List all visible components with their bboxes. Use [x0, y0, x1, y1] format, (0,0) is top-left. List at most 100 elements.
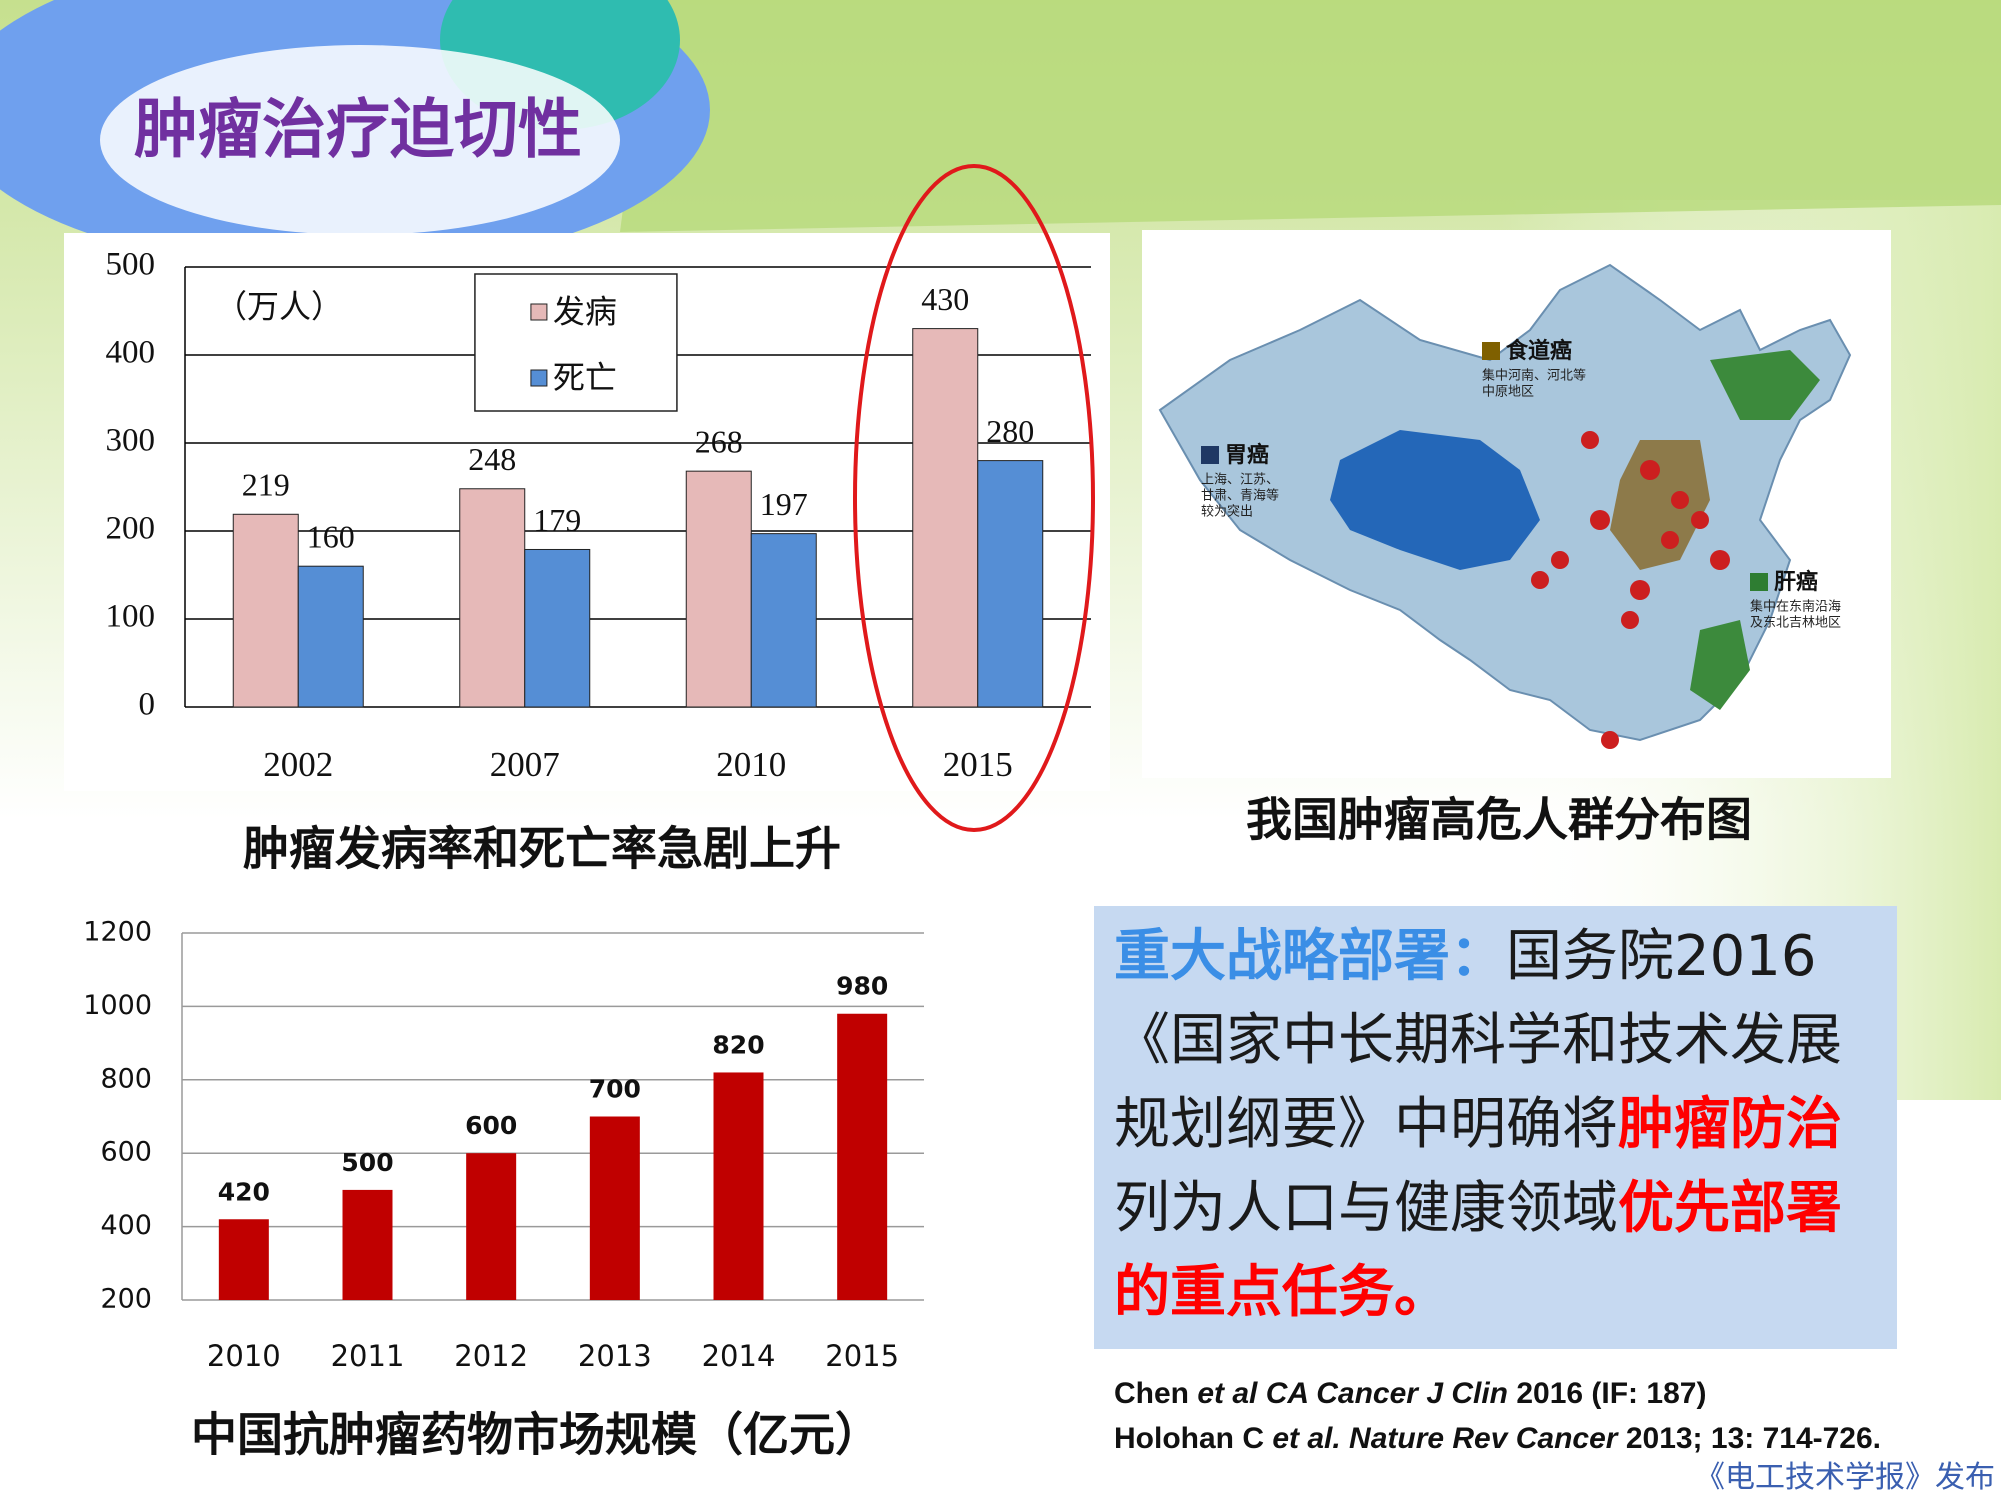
data-label: 248 [468, 441, 516, 477]
y-tick-label: 0 [139, 687, 156, 723]
data-label: 500 [341, 1148, 393, 1177]
x-tick-label: 2002 [263, 745, 333, 784]
map: 食道癌集中河南、河北等中原地区胃癌上海、江苏、甘肃、青海等较为突出肝癌集中在东南… [1158, 263, 1852, 749]
data-label: 219 [242, 467, 290, 503]
map-legend-swatch [1750, 573, 1768, 591]
map-legend-swatch [1482, 342, 1500, 360]
y-tick-label: 200 [100, 1284, 152, 1315]
y-tick-label: 200 [106, 511, 156, 547]
bar [466, 1153, 517, 1300]
bar [589, 1116, 640, 1300]
reference-segment: et al CA Cancer J Clin [1197, 1377, 1508, 1410]
reference: Holohan C et al. Nature Rev Cancer 2013;… [1114, 1422, 1881, 1455]
map-legend-note: 较为突出 [1201, 504, 1253, 520]
bar [750, 533, 817, 708]
reference: Chen et al CA Cancer J Clin 2016 (IF: 18… [1114, 1377, 1706, 1410]
unit-label: （万人） [215, 288, 343, 324]
y-tick-label: 1200 [83, 917, 152, 948]
reference-segment: 2013; 13: 714-726. [1617, 1422, 1881, 1455]
data-label: 179 [533, 502, 581, 538]
highlight-ellipse [853, 164, 1095, 832]
data-label: 980 [836, 972, 888, 1001]
y-tick-label: 400 [106, 335, 156, 371]
map-legend-swatch [1201, 446, 1219, 464]
map-legend-note: 中原地区 [1482, 385, 1534, 400]
slide-title: 肿瘤治疗迫切性 [134, 94, 582, 168]
callout-line: 《国家中长期科学和技术发展 [1114, 1008, 1842, 1073]
chart-caption: 中国抗肿瘤药物市场规模（亿元） [191, 1408, 881, 1462]
y-tick-label: 1000 [83, 990, 152, 1021]
callout-segment: 规划纲要》中明确将 [1114, 1092, 1618, 1157]
callout-segment: 的重点任务。 [1114, 1260, 1450, 1325]
x-tick-label: 2014 [702, 1339, 776, 1373]
bar [713, 1072, 764, 1300]
x-tick-label: 2015 [943, 745, 1013, 784]
region-stomach [1330, 430, 1540, 570]
y-tick-label: 400 [100, 1210, 152, 1241]
legend-label: 死亡 [553, 359, 617, 395]
callout-segment: 国务院2016 [1506, 924, 1817, 989]
data-label: 820 [712, 1030, 764, 1059]
bar [218, 1219, 269, 1300]
callout-segment: 《国家中长期科学和技术发展 [1114, 1008, 1842, 1073]
x-tick-label: 2007 [490, 745, 560, 784]
bar [232, 513, 299, 708]
y-tick-label: 100 [106, 599, 156, 635]
y-tick-label: 300 [106, 423, 156, 459]
map-legend-note: 甘肃、青海等 [1201, 488, 1279, 504]
header-band [620, 0, 2001, 232]
legend-swatch [530, 369, 548, 387]
y-tick-label: 600 [100, 1137, 152, 1168]
reference-segment: 2016 (IF: 187) [1508, 1377, 1706, 1410]
pins [1531, 431, 1730, 749]
x-tick-label: 2013 [578, 1339, 652, 1373]
map-legend-label: 胃癌 [1225, 442, 1269, 468]
region-liver-ne [1710, 350, 1820, 420]
chart-caption: 肿瘤发病率和死亡率急剧上升 [243, 822, 841, 876]
reference-segment: et al. Nature Rev Cancer [1272, 1422, 1619, 1455]
callout-box [1094, 906, 1897, 1349]
x-tick-label: 2011 [331, 1339, 405, 1373]
legend-label: 发病 [553, 293, 617, 329]
callout-segment: 肿瘤防治 [1618, 1092, 1842, 1157]
bar [342, 1189, 393, 1300]
x-tick-label: 2012 [454, 1339, 528, 1373]
deco-white [100, 45, 620, 235]
region-liver-se [1690, 620, 1750, 710]
data-label: 700 [589, 1075, 641, 1104]
callout-line: 规划纲要》中明确将肿瘤防治 [1114, 1092, 1842, 1157]
x-tick-label: 2010 [207, 1339, 281, 1373]
map-legend-note: 集中在东南沿海 [1750, 599, 1841, 615]
y-tick-label: 500 [106, 247, 156, 283]
data-label: 160 [307, 519, 355, 555]
watermark: 《电工技术学报》发布 [1695, 1461, 1995, 1494]
legend-box [474, 273, 678, 412]
data-label: 430 [921, 281, 969, 317]
legend-swatch [530, 303, 548, 321]
bar [912, 328, 979, 708]
data-label: 420 [218, 1177, 270, 1206]
callout-segment: 列为人口与健康领域 [1114, 1176, 1618, 1241]
callout-segment: 优先部署 [1618, 1176, 1842, 1241]
bar [459, 488, 526, 708]
callout-line: 重大战略部署：国务院2016 [1114, 924, 1817, 989]
map-caption: 我国肿瘤高危人群分布图 [1246, 793, 1752, 847]
map-legend-note: 集中河南、河北等 [1482, 368, 1586, 384]
data-label: 600 [465, 1111, 517, 1140]
data-label: 280 [986, 413, 1034, 449]
x-tick-label: 2015 [825, 1339, 899, 1373]
x-tick-label: 2010 [716, 745, 786, 784]
data-label: 197 [760, 486, 808, 522]
bar [685, 470, 752, 708]
data-label: 268 [695, 424, 743, 460]
map-legend-note: 上海、江苏、 [1201, 472, 1279, 488]
bar [977, 460, 1044, 708]
map-legend-label: 食道癌 [1506, 338, 1572, 364]
callout-segment: 重大战略部署： [1114, 924, 1506, 989]
region-esophagus [1610, 440, 1710, 570]
map-legend-label: 肝癌 [1774, 569, 1818, 595]
reference-segment: Holohan C [1114, 1422, 1272, 1455]
y-tick-label: 800 [100, 1063, 152, 1094]
bar [524, 548, 591, 708]
